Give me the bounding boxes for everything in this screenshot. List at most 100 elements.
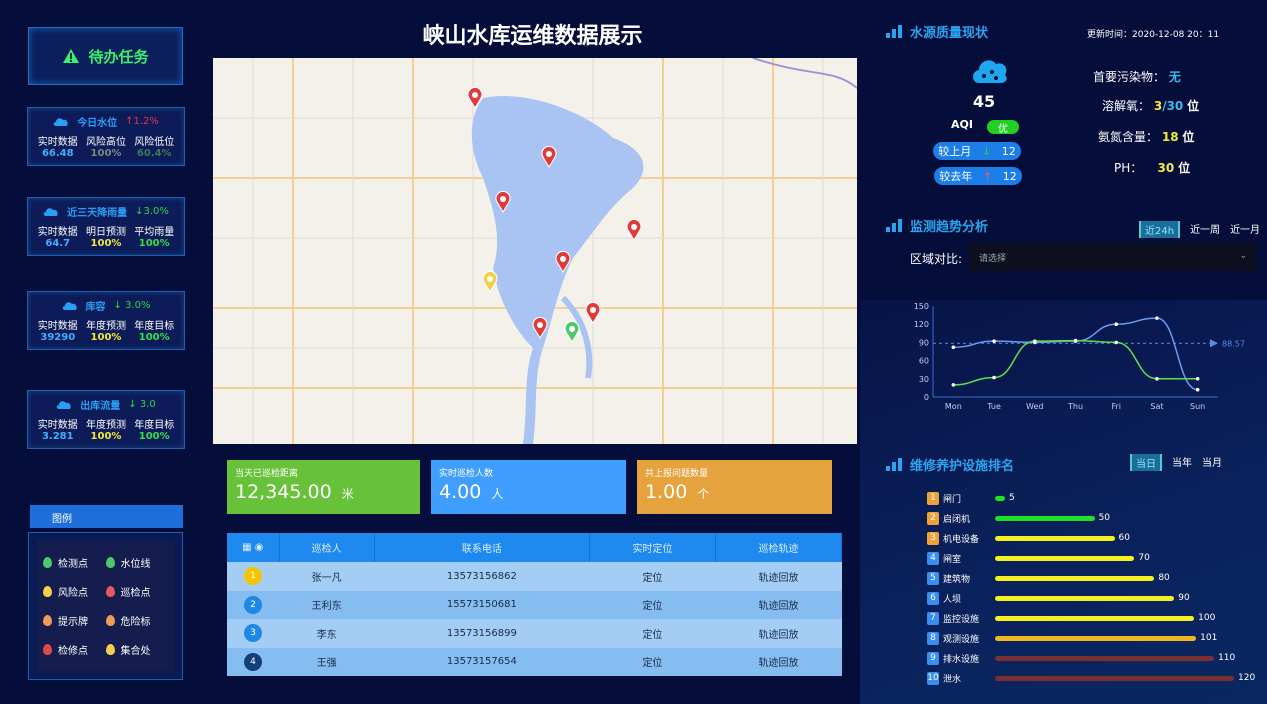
locate-link[interactable]: 定位 bbox=[589, 647, 716, 676]
track-replay-link[interactable]: 轨迹回放 bbox=[715, 562, 842, 591]
cloud-icon bbox=[62, 302, 77, 310]
map-pin-icon bbox=[43, 615, 52, 626]
rank-badge: 1 bbox=[244, 567, 262, 586]
track-replay-link[interactable]: 轨迹回放 bbox=[715, 619, 842, 648]
table-tools[interactable]: ▦ ◉ bbox=[227, 533, 280, 562]
region-select[interactable]: 请选择 ⌄ bbox=[969, 243, 1257, 271]
map-marker-icon[interactable] bbox=[541, 145, 557, 168]
ranking-value: 90 bbox=[1178, 593, 1190, 603]
y-tick-label: 120 bbox=[914, 320, 929, 329]
locate-link[interactable]: 定位 bbox=[589, 562, 716, 591]
track-replay-link[interactable]: 轨迹回放 bbox=[715, 647, 842, 676]
map-marker-icon[interactable] bbox=[495, 190, 511, 213]
kpi-card: 共上报问题数量 1.00 个 bbox=[637, 460, 832, 514]
card-label: 实时数据 bbox=[37, 227, 78, 238]
map-pin-icon bbox=[105, 644, 115, 655]
rank-badge: 3 bbox=[927, 531, 939, 545]
arrow-down-icon: ↓ bbox=[981, 144, 992, 158]
map-marker-icon[interactable] bbox=[482, 270, 498, 293]
track-replay-link[interactable]: 轨迹回放 bbox=[715, 590, 842, 619]
rank-badge: 8 bbox=[927, 631, 939, 645]
card-title: 出库流量 bbox=[80, 401, 121, 412]
map-marker-icon[interactable] bbox=[532, 316, 548, 339]
legend-label: 检测点 bbox=[58, 559, 88, 570]
update-value: 2020-12-08 20：11 bbox=[1132, 30, 1220, 40]
rank-badge: 2 bbox=[244, 595, 262, 614]
tab-2[interactable]: 近一月 bbox=[1230, 225, 1261, 236]
cell-phone: 13573156899 bbox=[374, 619, 590, 648]
card-change: ↓3.0% bbox=[135, 206, 169, 217]
rank-badge: 1 bbox=[927, 491, 939, 505]
tab-1[interactable]: 当年 bbox=[1172, 458, 1192, 469]
ranking-bar bbox=[995, 495, 1005, 501]
legend-label: 危险标 bbox=[120, 617, 151, 628]
rank-badge: 10 bbox=[927, 671, 939, 685]
ranking-row: 10 泄水 120 bbox=[927, 671, 1255, 685]
vs-label: 较去年 bbox=[939, 170, 973, 183]
legend-label: 风险点 bbox=[58, 588, 88, 599]
card-change: ↑1.2% bbox=[125, 116, 159, 127]
kpi-value: 4.00 bbox=[439, 481, 482, 503]
y-tick-label: 30 bbox=[919, 375, 929, 384]
card-label: 年度目标 bbox=[134, 321, 175, 332]
rank-badge: 4 bbox=[244, 652, 262, 671]
map-marker-icon[interactable] bbox=[555, 250, 571, 273]
ranking-bar bbox=[995, 675, 1234, 681]
x-tick-label: Tue bbox=[986, 402, 1001, 411]
y-tick-label: 150 bbox=[914, 302, 929, 311]
kpi-value: 1.00 bbox=[645, 481, 688, 503]
legend-item: 集合处 bbox=[105, 640, 169, 659]
kpi-label: 共上报问题数量 bbox=[645, 469, 709, 479]
locate-link[interactable]: 定位 bbox=[589, 590, 716, 619]
item-unit: 位 bbox=[1187, 99, 1200, 113]
card-label: 风险高位 bbox=[85, 137, 126, 148]
aqi-label: AQI bbox=[951, 118, 973, 131]
map-view[interactable] bbox=[213, 57, 858, 444]
table-row: 4 王强 13573157654 定位 轨迹回放 bbox=[227, 647, 842, 676]
card-value: 100% bbox=[90, 431, 122, 442]
legend-label: 集合处 bbox=[120, 646, 151, 657]
map-marker-icon[interactable] bbox=[626, 218, 642, 241]
legend-item: 水位线 bbox=[105, 553, 169, 572]
card-label: 年度预测 bbox=[85, 321, 126, 332]
locate-link[interactable]: 定位 bbox=[589, 619, 716, 648]
eye-icon[interactable]: ◉ bbox=[254, 542, 264, 553]
data-point bbox=[1073, 338, 1078, 343]
grid-icon[interactable]: ▦ bbox=[242, 542, 252, 553]
item-unit: 位 bbox=[1178, 161, 1191, 175]
tab-2[interactable]: 当月 bbox=[1202, 458, 1222, 469]
item-unit: 位 bbox=[1182, 130, 1195, 144]
rank-badge: 6 bbox=[927, 591, 939, 605]
legend-item: 巡检点 bbox=[105, 582, 169, 601]
facility-name: 监控设施 bbox=[943, 614, 980, 625]
item-value: 30 bbox=[1157, 161, 1175, 175]
facility-name: 闸门 bbox=[943, 494, 962, 505]
tab-1[interactable]: 近一周 bbox=[1190, 225, 1221, 236]
select-placeholder: 请选择 bbox=[979, 254, 1007, 264]
facility-name: 建筑物 bbox=[943, 574, 971, 585]
ranking-row: 3 机电设备 60 bbox=[927, 531, 1130, 545]
markline-arrow bbox=[1210, 339, 1218, 348]
card-value: 100% bbox=[138, 238, 170, 249]
primary-pollutant: 首要污染物： 无 bbox=[1093, 68, 1181, 85]
tab-0[interactable]: 近24h bbox=[1139, 221, 1181, 238]
kpi-unit: 米 bbox=[341, 487, 354, 501]
map-pin-icon bbox=[43, 557, 52, 568]
stat-card: 今日水位 ↑1.2% 实时数据 风险高位 风险低位 66.48 100% 60.4% bbox=[27, 107, 185, 166]
map-marker-icon[interactable] bbox=[585, 301, 601, 324]
legend-label: 检修点 bbox=[58, 646, 88, 657]
chevron-down-icon: ⌄ bbox=[1239, 251, 1247, 261]
map-marker-icon[interactable] bbox=[564, 320, 580, 343]
ranking-row: 9 排水设施 110 bbox=[927, 651, 1235, 665]
tab-0[interactable]: 当日 bbox=[1130, 454, 1162, 471]
update-label: 更新时间： bbox=[1087, 30, 1133, 40]
todo-button[interactable]: 待办任务 bbox=[28, 27, 183, 85]
ranking-value: 100 bbox=[1198, 613, 1216, 623]
kpi-card: 实时巡检人数 4.00 人 bbox=[431, 460, 626, 514]
legend-item: 检测点 bbox=[43, 553, 106, 572]
cell-name: 李东 bbox=[279, 619, 375, 648]
map-marker-icon[interactable] bbox=[467, 86, 483, 109]
facility-name: 闸室 bbox=[943, 554, 962, 565]
series-line-1 bbox=[953, 339, 1198, 386]
data-point bbox=[1114, 322, 1119, 326]
